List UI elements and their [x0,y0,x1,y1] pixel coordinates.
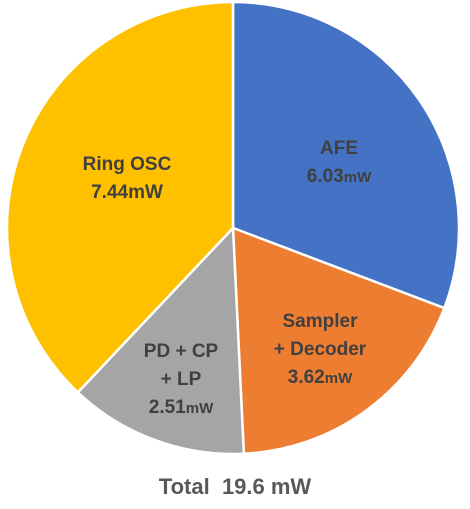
slice-label-afe: AFE 6.03mW [307,138,372,187]
pie-labels: AFE 6.03mW Sampler + Decoder 3.62mW PD + CP + … [83,138,372,418]
pie-slices [5,0,461,456]
total-label: Total 19.6 mW [158,474,312,499]
slice-label-ring-osc: Ring OSC 7.44mW [83,154,172,203]
slice-label-pd-cp-lp: PD + CP + LP 2.51mW [144,341,219,418]
pie-slice-pd-cp-lp [76,225,246,456]
pie-slice-ring-osc [5,0,235,395]
pie-slice-afe [231,0,461,310]
pie-slice-sampler-decoder [231,226,446,456]
slice-label-sampler-decoder: Sampler + Decoder 3.62mW [274,311,367,388]
